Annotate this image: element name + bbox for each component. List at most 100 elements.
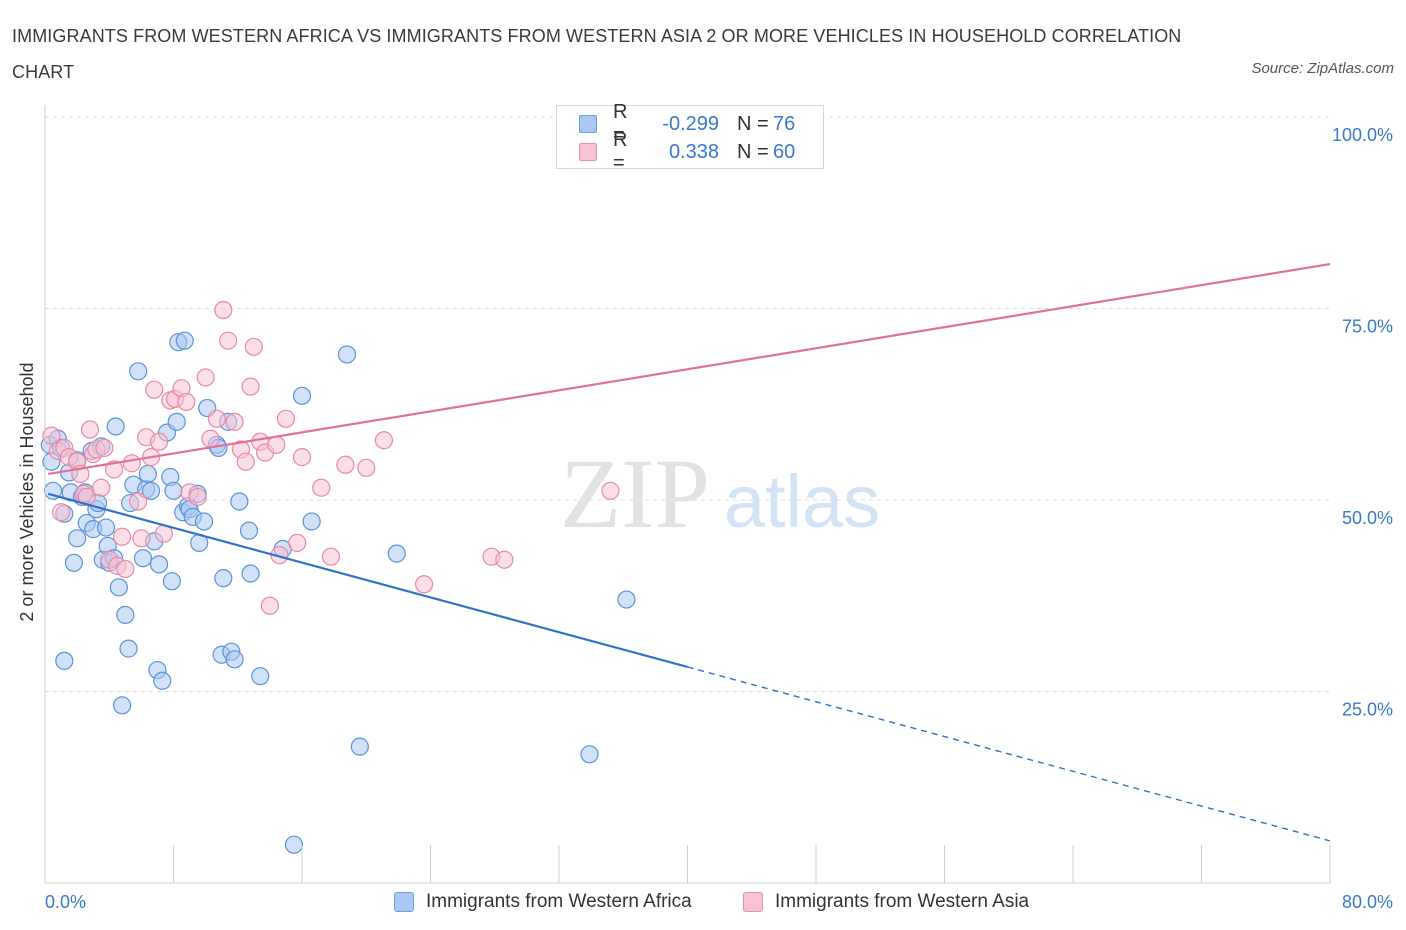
legend-swatch-pink [579, 143, 597, 161]
data-point-western-africa [64, 553, 84, 572]
data-point-western-africa [175, 331, 194, 350]
data-point-western-africa [129, 362, 148, 381]
data-point-western-africa [141, 481, 161, 500]
data-point-western-africa [119, 639, 138, 658]
data-point-western-africa [153, 671, 172, 690]
data-point-western-asia [601, 481, 620, 500]
data-point-western-africa [239, 521, 259, 540]
data-point-western-africa [302, 512, 321, 531]
data-point-western-africa [350, 737, 369, 756]
data-point-western-asia [132, 529, 151, 548]
data-point-western-asia [244, 337, 263, 356]
data-point-western-africa [133, 549, 153, 568]
r-label: R = [613, 101, 628, 146]
data-point-western-africa [138, 464, 157, 484]
x-tick-label: 80.0% [1342, 892, 1393, 912]
data-point-western-africa [337, 345, 357, 364]
data-point-western-asia [207, 409, 226, 428]
data-point-western-asia [145, 380, 164, 399]
data-point-western-asia [336, 455, 355, 474]
data-point-western-africa [162, 572, 181, 591]
data-point-western-africa [96, 518, 116, 537]
data-point-western-africa [292, 386, 312, 405]
data-point-western-africa [241, 564, 260, 583]
trend-line-western-africa-extension [687, 666, 1331, 842]
data-point-western-asia [42, 426, 61, 445]
data-point-western-africa [387, 544, 406, 563]
stats-legend-row-pink: R = 0.338 N = 60 [579, 129, 803, 174]
data-point-western-asia [374, 431, 394, 450]
data-point-western-asia [116, 559, 135, 579]
data-point-western-asia [92, 478, 111, 497]
grid-layer [45, 116, 1330, 692]
r-label: R = [613, 129, 628, 174]
data-point-western-africa [55, 651, 74, 670]
y-tick-label: 50.0% [1342, 508, 1393, 528]
y-tick-label: 25.0% [1342, 700, 1393, 720]
n-value: 60 [773, 140, 796, 163]
data-point-western-africa [164, 481, 183, 500]
data-point-western-asia [276, 409, 296, 428]
watermark-zip: ZIP [560, 438, 710, 549]
data-point-western-africa [230, 492, 249, 511]
data-point-western-asia [357, 458, 376, 477]
data-point-western-asia [495, 550, 514, 569]
data-point-western-asia [122, 454, 141, 473]
data-point-western-asia [112, 527, 132, 546]
data-point-western-asia [80, 420, 100, 439]
y-tick-label: 100.0% [1332, 125, 1393, 145]
data-point-western-africa [617, 590, 636, 609]
data-point-western-asia [225, 412, 244, 431]
trend-line-western-africa [47, 492, 688, 669]
data-point-western-africa [580, 745, 599, 764]
legend-label: Immigrants from Western Asia [775, 891, 1030, 912]
data-point-western-africa [149, 555, 169, 574]
data-point-western-africa [167, 412, 186, 431]
data-point-western-asia [188, 487, 207, 507]
data-point-western-asia [149, 432, 169, 451]
r-value: 0.338 [668, 140, 719, 163]
data-point-western-asia [241, 377, 260, 396]
trend-layer [47, 262, 1331, 842]
source-label: Source: ZipAtlas.com [1251, 60, 1394, 77]
legend-swatch-blue [394, 892, 414, 912]
stats-legend-row-blue: R = -0.299 N = 76 [579, 101, 803, 146]
x-tick-label: 0.0% [45, 892, 86, 912]
data-point-western-asia [260, 596, 279, 615]
y-tick-label: 75.0% [1342, 317, 1393, 337]
data-point-western-asia [51, 503, 71, 522]
data-point-western-asia [95, 438, 114, 458]
legend-item-western-africa[interactable]: Immigrants from Western Africa [394, 889, 692, 915]
data-point-western-africa [194, 512, 214, 531]
r-value: -0.299 [662, 112, 719, 135]
data-point-western-africa [68, 529, 87, 548]
data-point-western-asia [177, 392, 196, 412]
data-point-western-asia [312, 478, 331, 497]
data-point-western-africa [109, 578, 128, 597]
legend-item-western-asia[interactable]: Immigrants from Western Asia [743, 889, 1029, 915]
data-point-western-asia [321, 547, 341, 566]
data-point-western-asia [129, 492, 148, 511]
data-point-western-africa [284, 835, 304, 854]
data-point-western-africa [214, 569, 233, 588]
legend-swatch-blue [579, 115, 597, 133]
legend-label: Immigrants from Western Africa [426, 891, 692, 912]
data-point-western-asia [201, 429, 220, 448]
data-point-western-asia [214, 300, 233, 320]
data-point-western-asia [196, 368, 215, 387]
stats-legend: R = -0.299 N = 76 R = 0.338 N = 60 [556, 101, 824, 174]
data-point-western-africa [251, 667, 270, 686]
axis-layer: 25.0% 50.0% 75.0% 100.0% 0.0% 80.0% [44, 105, 1393, 912]
y-axis-label: 2 or more Vehicles in Household [17, 362, 37, 621]
n-label: N = [737, 112, 769, 135]
chart-title: IMMIGRANTS FROM WESTERN AFRICA VS IMMIGR… [12, 26, 1182, 82]
n-label: N = [737, 140, 769, 163]
data-point-western-asia [288, 533, 307, 552]
n-value: 76 [773, 112, 796, 135]
data-point-western-asia [292, 448, 312, 467]
data-point-western-africa [112, 696, 132, 715]
data-point-western-asia [414, 575, 434, 594]
data-point-western-asia [104, 460, 124, 479]
points-layer [40, 300, 636, 854]
